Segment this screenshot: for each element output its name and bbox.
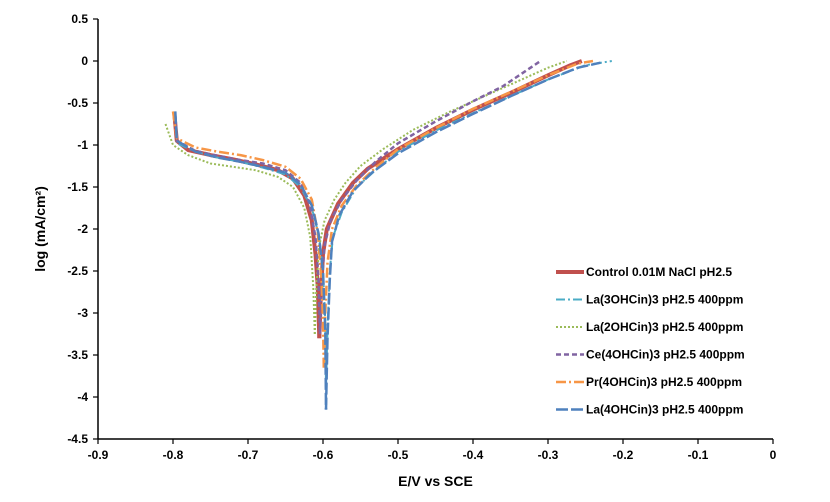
legend-label: La(2OHCin)3 pH2.5 400ppm	[586, 320, 743, 334]
legend-label: Ce(4OHCin)3 pH2.5 400ppm	[586, 348, 745, 362]
x-tick-label: -0.9	[88, 448, 109, 462]
x-tick-label: -0.8	[163, 448, 184, 462]
y-tick-label: 0.5	[71, 12, 88, 26]
y-tick-label: -4	[77, 390, 88, 404]
x-tick-label: -0.2	[613, 448, 634, 462]
y-tick-label: -3.5	[67, 348, 88, 362]
legend-label: La(3OHCin)3 pH2.5 400ppm	[586, 293, 743, 307]
legend-label: La(4OHCin)3 pH2.5 400ppm	[586, 403, 743, 417]
series-6-anodic-line	[324, 61, 601, 410]
legend-label: Pr(4OHCin)3 pH2.5 400ppm	[586, 375, 742, 389]
series-3-cathodic-line	[164, 123, 316, 335]
series-6-cathodic-line	[174, 111, 328, 410]
y-tick-label: 0	[81, 54, 88, 68]
series-3-group	[164, 60, 568, 335]
y-tick-label: -1.5	[67, 180, 88, 194]
series-3-anodic-line	[313, 60, 568, 335]
x-tick-label: -0.3	[538, 448, 559, 462]
y-tick-label: -4.5	[67, 432, 88, 446]
y-tick-label: -2	[77, 222, 88, 236]
legend-label: Control 0.01M NaCl pH2.5	[586, 265, 732, 279]
x-tick-label: -0.1	[688, 448, 709, 462]
series-layer	[164, 59, 612, 410]
series-1-anodic-line	[317, 59, 583, 339]
series-5-anodic-line	[322, 59, 594, 368]
series-4-anodic-line	[318, 59, 542, 335]
y-axis-title: log (mA/cm²)	[32, 186, 48, 272]
y-tick-label: -1	[77, 138, 88, 152]
x-tick-label: 0	[770, 448, 777, 462]
series-1-cathodic-line	[172, 115, 322, 339]
series-6-group	[174, 61, 601, 410]
legend: Control 0.01M NaCl pH2.5 La(3OHCin)3 pH2.…	[556, 265, 745, 417]
x-tick-label: -0.5	[388, 448, 409, 462]
series-1-group	[172, 59, 583, 339]
series-5-group	[171, 59, 594, 368]
series-5-cathodic-line	[171, 111, 326, 368]
x-tick-label: -0.7	[238, 448, 259, 462]
y-tick-label: -2.5	[67, 264, 88, 278]
y-tick-label: -3	[77, 306, 88, 320]
ticks-layer: 0.5 0 -0.5 -1 -1.5 -2 -2.5 -3 -3.5 -4 -4.5-0.9 -0.8…	[67, 12, 776, 462]
x-tick-label: -0.4	[463, 448, 484, 462]
y-tick-label: -0.5	[67, 96, 88, 110]
x-axis-title: E/V vs SCE	[398, 473, 473, 489]
x-tick-label: -0.6	[313, 448, 334, 462]
series-2-group	[174, 60, 612, 389]
